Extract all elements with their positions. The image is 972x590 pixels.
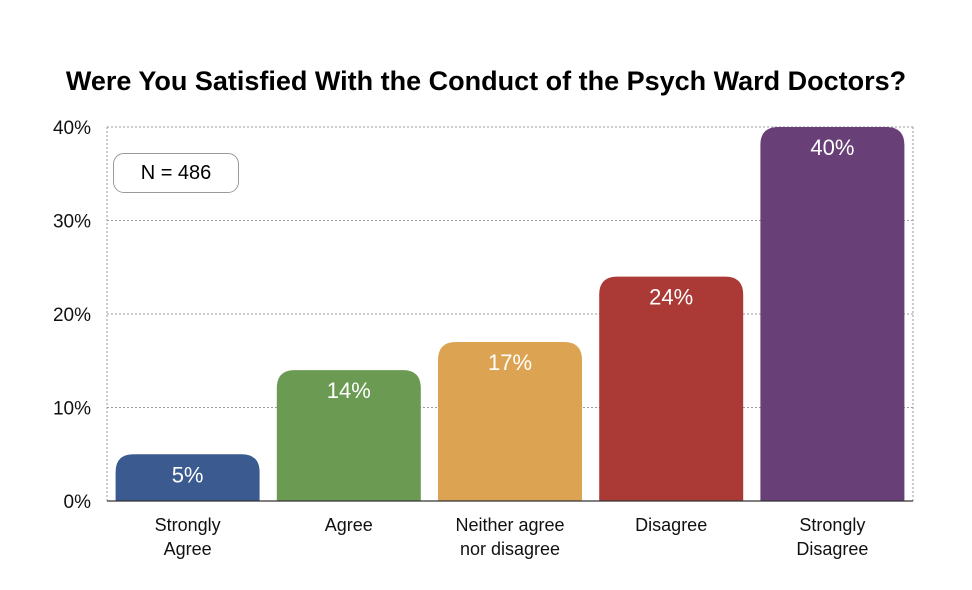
x-tick-label: Agree bbox=[325, 515, 373, 535]
y-tick-label: 20% bbox=[53, 305, 91, 326]
x-tick-label-line: Strongly bbox=[799, 515, 865, 535]
bar bbox=[599, 276, 744, 501]
x-tick-label: Neither agree nor disagree bbox=[455, 515, 564, 559]
bar bbox=[760, 127, 905, 501]
x-tick-label-line: Agree bbox=[325, 515, 373, 535]
y-tick-label: 40% bbox=[53, 118, 91, 139]
y-tick-label: 30% bbox=[53, 212, 91, 233]
data-label: 17% bbox=[488, 350, 532, 375]
x-tick-label-line: nor disagree bbox=[460, 539, 560, 559]
bar bbox=[115, 454, 260, 501]
chart-title: Were You Satisfied With the Conduct of t… bbox=[65, 66, 907, 96]
x-tick-label-line: Strongly bbox=[155, 515, 221, 535]
x-tick-label: Strongly Disagree bbox=[796, 515, 868, 559]
x-tick-label-line: Agree bbox=[164, 539, 212, 559]
data-label: 24% bbox=[649, 285, 693, 310]
sample-size-annotation: N = 486 bbox=[113, 153, 239, 193]
data-label: 40% bbox=[810, 135, 854, 160]
bar bbox=[438, 342, 582, 501]
y-tick-label: 0% bbox=[64, 492, 92, 513]
bar bbox=[276, 370, 421, 501]
data-label: 5% bbox=[172, 462, 204, 487]
data-label: 14% bbox=[327, 378, 371, 403]
x-tick-label-line: Neither agree bbox=[455, 515, 564, 535]
x-tick-label: Disagree bbox=[635, 515, 707, 535]
x-tick-label-line: Disagree bbox=[635, 515, 707, 535]
x-tick-label: Strongly Agree bbox=[155, 515, 221, 559]
x-tick-label-line: Disagree bbox=[796, 539, 868, 559]
y-tick-label: 10% bbox=[53, 399, 91, 420]
